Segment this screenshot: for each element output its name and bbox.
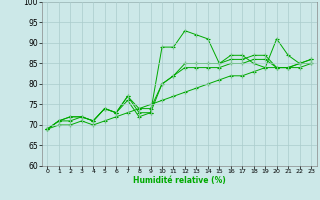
X-axis label: Humidité relative (%): Humidité relative (%)	[133, 176, 226, 185]
